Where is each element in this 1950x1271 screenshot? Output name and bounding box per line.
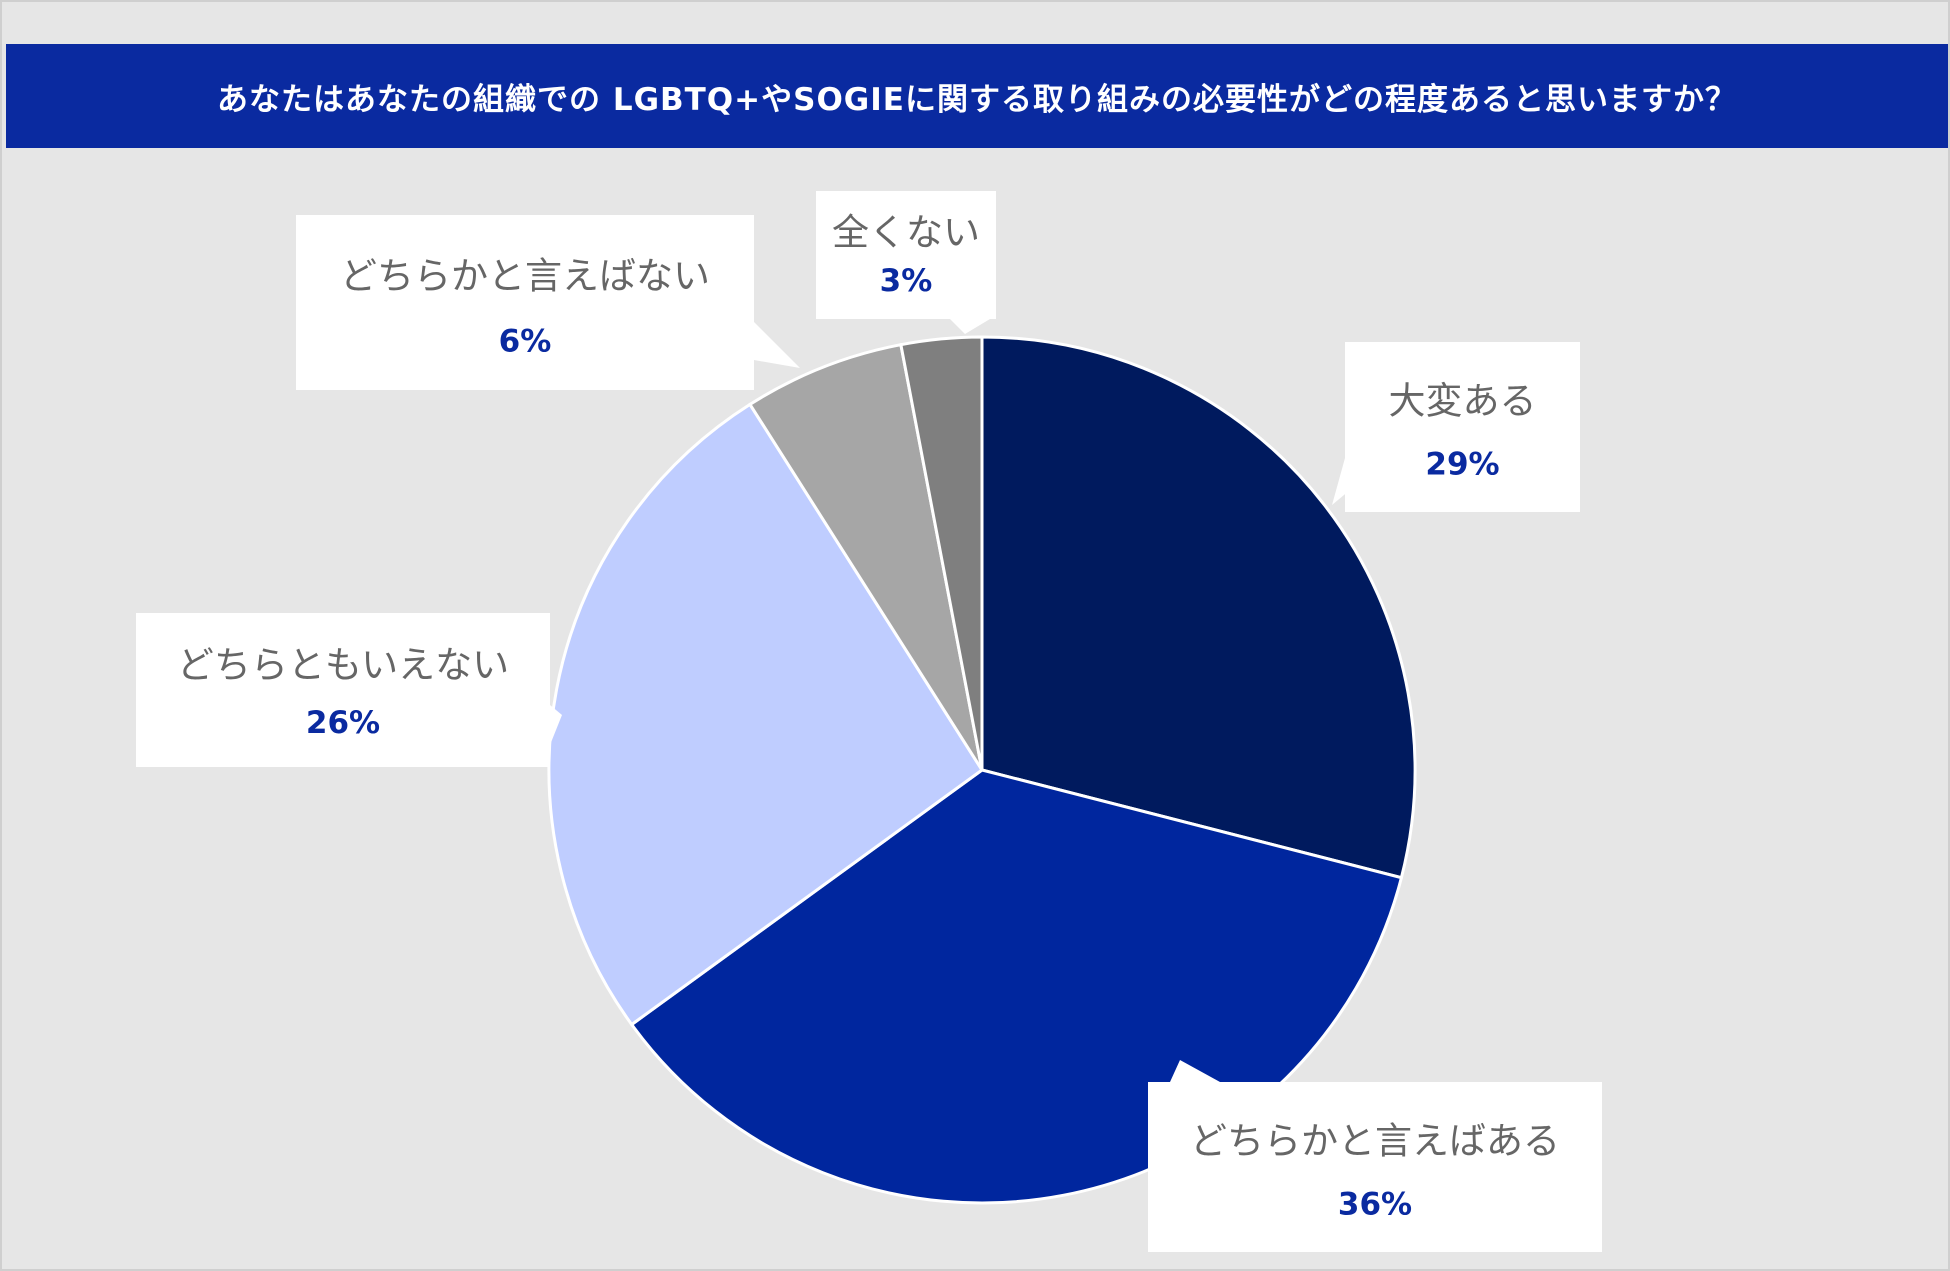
label-pointer [550, 705, 562, 745]
pie-slice-5 [899, 335, 984, 771]
title-bar: あなたはあなたの組織での LGBTQ+やSOGIEに関する取り組みの必要性がどの… [6, 44, 1948, 148]
slice-label: どちらともいえない [177, 644, 509, 687]
slice-label: どちらかと言えばある [1190, 1119, 1560, 1162]
slice-label: 大変ある [1389, 379, 1537, 422]
pie-slice-1 [980, 335, 1417, 880]
pie-label-2: どちらかと言えばある 36% [1148, 1060, 1602, 1252]
label-box [1345, 342, 1580, 512]
slice-value: 3% [880, 263, 933, 299]
pie-slice-3 [547, 402, 985, 1027]
pie-slice-4 [747, 342, 984, 771]
pie-label-3: どちらともいえない 26% [136, 613, 562, 767]
pie-label-1: 大変ある 29% [1332, 342, 1580, 512]
label-pointer [754, 322, 800, 368]
label-box [136, 613, 550, 767]
label-box [1148, 1082, 1602, 1252]
label-pointer [950, 319, 990, 334]
pie-labels: 大変ある 29% どちらかと言えばある 36% どちらともいえない 26% どちらかと言えば… [136, 191, 1602, 1252]
slice-value: 36% [1338, 1187, 1412, 1223]
slice-value: 6% [499, 324, 552, 360]
pie-label-4: どちらかと言えばない 6% [296, 215, 800, 390]
slice-label: どちらかと言えばない [340, 255, 710, 298]
chart-title: あなたはあなたの組織での LGBTQ+やSOGIEに関する取り組みの必要性がどの… [217, 81, 1737, 118]
slice-label: 全くない [832, 211, 980, 254]
slice-value: 29% [1425, 447, 1499, 483]
label-box [816, 191, 996, 319]
pie-label-5: 全くない 3% [816, 191, 996, 334]
slice-value: 26% [306, 705, 380, 741]
label-pointer [1170, 1060, 1220, 1082]
label-box [296, 215, 754, 390]
pie-slices [547, 335, 1417, 1205]
